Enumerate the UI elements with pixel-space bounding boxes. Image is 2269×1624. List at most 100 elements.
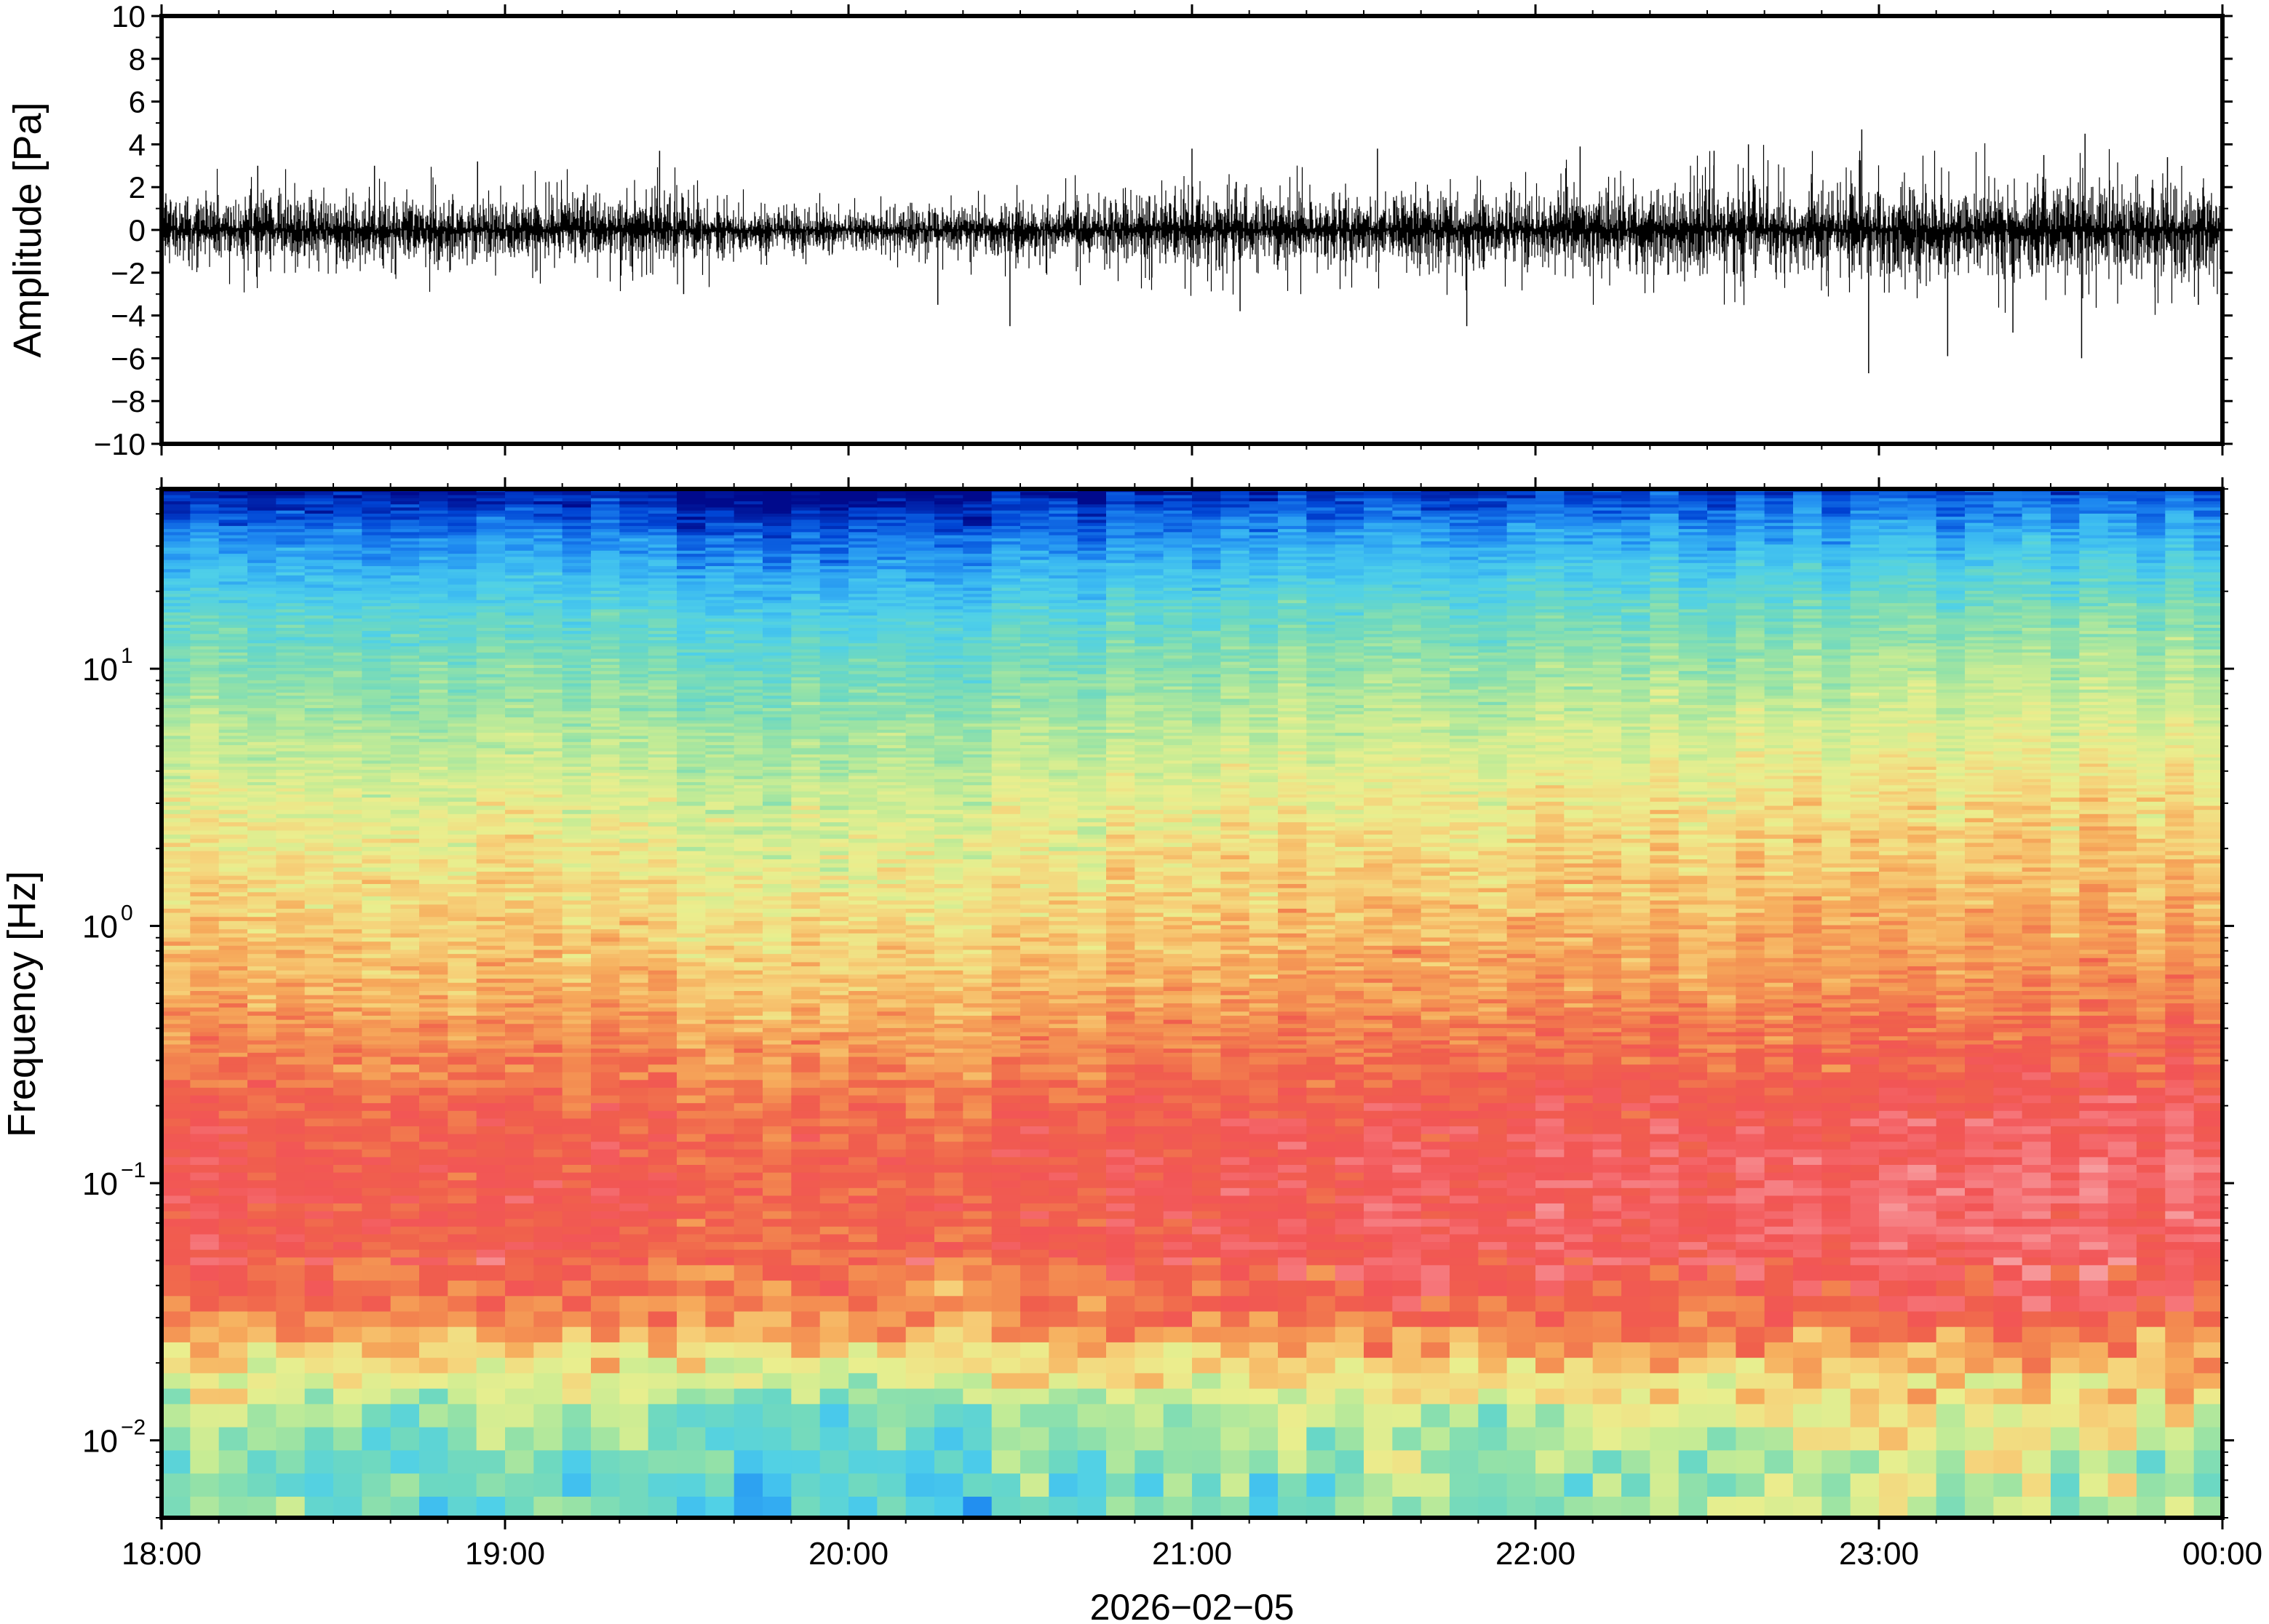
spectrogram-cell	[362, 529, 392, 533]
spectrogram-cell	[677, 529, 706, 533]
spectrogram-cell	[362, 656, 392, 659]
spectrogram-cell	[333, 541, 362, 545]
spectrogram-cell	[276, 995, 306, 1000]
spectrogram-cell	[591, 525, 620, 530]
spectrogram-cell	[505, 637, 534, 641]
spectrogram-cell	[304, 1473, 334, 1497]
spectrogram-cell	[533, 532, 563, 536]
spectrogram-cell	[505, 900, 534, 905]
spectrogram-cell	[533, 612, 563, 616]
spectrogram-cell	[791, 1134, 821, 1142]
spectrogram-cell	[763, 813, 792, 819]
spectrogram-cell	[276, 733, 306, 736]
spectrogram-cell	[677, 569, 706, 573]
spectrogram-cell	[247, 888, 277, 893]
spectrogram-cell	[619, 1052, 649, 1058]
spectrogram-cell	[533, 680, 563, 684]
spectrogram-cell	[304, 498, 334, 502]
spectrogram-cell	[218, 547, 248, 552]
spectrogram-cell	[819, 671, 849, 675]
spectrogram-cell	[505, 1007, 534, 1012]
spectrogram-cell	[419, 1450, 448, 1474]
spectrogram-cell	[218, 875, 248, 880]
spectrogram-cell	[304, 920, 334, 926]
spectrogram-cell	[619, 602, 649, 607]
spectrogram-cell	[591, 1249, 620, 1258]
spectrogram-cell	[276, 510, 306, 514]
spectrogram-cell	[333, 507, 362, 512]
spectrogram-cell	[419, 1311, 448, 1328]
spectrogram-cell	[562, 851, 592, 856]
spectrogram-cell	[419, 714, 448, 718]
spectrogram-cell	[619, 1019, 649, 1024]
spectrogram-cell	[476, 1211, 506, 1219]
spectrogram-cell	[476, 1134, 506, 1142]
spectrogram-cell	[333, 1080, 362, 1088]
spectrogram-cell	[505, 510, 534, 514]
spectrogram-cell	[218, 717, 248, 721]
spectrogram-cell	[791, 587, 821, 592]
spectrogram-cell	[362, 745, 392, 749]
spectrogram-cell	[448, 813, 477, 819]
spectrogram-cell	[448, 692, 477, 696]
spectrogram-cell	[734, 1072, 763, 1080]
spectrogram-cell	[218, 631, 248, 634]
spectrogram-cell	[419, 810, 448, 815]
spectrogram-cell	[619, 532, 649, 536]
spectrogram-cell	[304, 661, 334, 666]
spectrogram-cell	[819, 867, 849, 872]
spectrogram-cell	[648, 1024, 677, 1029]
spectrogram-cell	[448, 1064, 477, 1073]
spectrogram-cell	[476, 908, 506, 914]
spectrogram-cell	[791, 1281, 821, 1297]
spectrogram-cell	[734, 754, 763, 758]
spectrogram-cell	[734, 704, 763, 709]
spectrogram-cell	[648, 1180, 677, 1189]
spectrogram-cell	[763, 826, 792, 832]
spectrogram-cell	[218, 982, 248, 987]
spectrogram-cell	[648, 612, 677, 616]
spectrogram-cell	[419, 908, 448, 914]
spectrogram-cell	[419, 1003, 448, 1008]
spectrogram-cell	[819, 612, 849, 616]
spectrogram-cell	[247, 674, 277, 678]
spectrogram-cell	[419, 696, 448, 700]
spectrogram-cell	[190, 805, 220, 811]
spectrogram-cell	[505, 529, 534, 533]
spectrogram-cell	[304, 683, 334, 688]
spectrogram-cell	[763, 1211, 792, 1219]
spectrogram-cell	[677, 945, 706, 951]
spectrogram-cell	[562, 658, 592, 663]
spectrogram-cell	[763, 1032, 792, 1037]
spectrogram-cell	[476, 739, 506, 743]
spectrogram-cell	[505, 525, 534, 530]
spectrogram-cell	[476, 609, 506, 613]
spectrogram-cell	[734, 863, 763, 868]
spectrogram-cell	[218, 618, 248, 622]
spectrogram-cell	[362, 492, 392, 496]
spectrogram-cell	[505, 1358, 534, 1374]
spectrogram-cell	[763, 590, 792, 594]
spectrogram-cell	[190, 1358, 220, 1374]
spectrogram-cell	[333, 1015, 362, 1021]
spectrogram-cell	[763, 757, 792, 761]
spectrogram-cell	[333, 1172, 362, 1181]
spectrogram-cell	[448, 1157, 477, 1166]
spectrogram-cell	[763, 525, 792, 530]
spectrogram-cell	[677, 532, 706, 536]
spectrogram-cell	[218, 1219, 248, 1227]
spectrogram-cell	[677, 754, 706, 758]
spectrogram-cell	[619, 835, 649, 840]
spectrogram-cell	[419, 995, 448, 1000]
spectrogram-cell	[763, 575, 792, 579]
spectrogram-cell	[190, 634, 220, 638]
spectrogram-cell	[448, 1281, 477, 1297]
spectrogram-cell	[591, 1450, 620, 1474]
spectrogram-cell	[276, 560, 306, 564]
spectrogram-cell	[677, 791, 706, 795]
spectrogram-cell	[763, 1087, 792, 1096]
spectrogram-cell	[162, 510, 191, 514]
spectrogram-cell	[304, 763, 334, 768]
spectrogram-cell	[819, 664, 849, 669]
spectrogram-cell	[448, 801, 477, 807]
